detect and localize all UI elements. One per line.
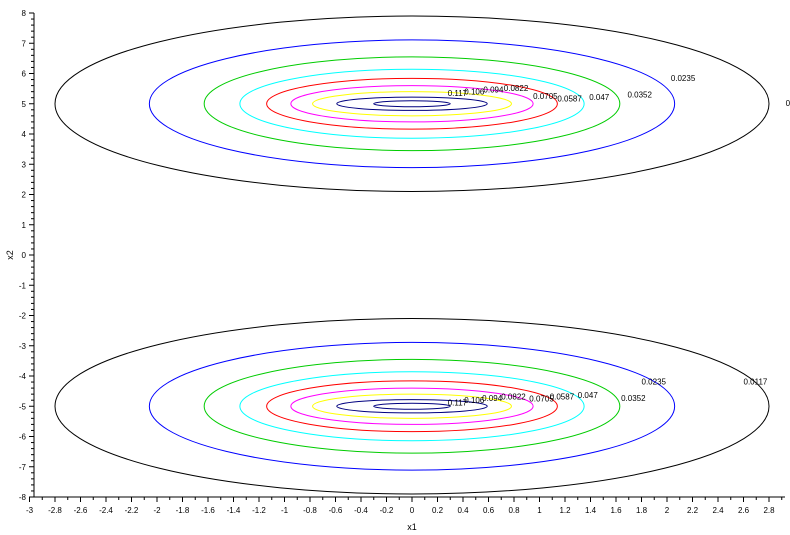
x-tick-label: 1 [537,506,542,515]
contour-line [336,96,488,111]
y-tick-label: 8 [22,9,27,18]
contour-level-label: 0.0705 [529,395,554,404]
x-tick-label: -2.6 [74,506,88,515]
y-tick-label: 0 [22,251,27,260]
x-tick-label: -1.8 [176,506,190,515]
contour-level-label: 0.0822 [501,393,526,402]
x-tick-label: -1.2 [252,506,266,515]
y-axis-label: x2 [5,250,15,260]
y-tick-label: -3 [19,342,27,351]
x-tick-label: 2 [665,506,670,515]
y-tick-label: -4 [19,372,27,381]
x-tick-label: -1.6 [201,506,215,515]
x-tick-label: -1.4 [227,506,241,515]
contour-level-label: 0.0587 [550,393,575,402]
x-axis: -3 -2.8 -2.6 -2.4 -2.2 -2 -1.8 -1.6 -1.4 -1.2 -1 -0… [26,496,785,515]
contour-line [373,100,451,108]
y-tick-label: -6 [19,433,27,442]
x-tick-label: 1.8 [636,506,648,515]
contour-group: 0.0117 0.0235 0.0352 0.0470.05870.07050.082… [54,318,770,495]
x-tick-label: -2.8 [48,506,62,515]
x-tick-label: -2.2 [125,506,139,515]
x-tick-label: -0.4 [354,506,368,515]
contour-line [373,402,451,410]
contour-line [54,15,770,192]
y-tick-label: 7 [22,39,27,48]
contour-level-label: 0.047 [578,391,599,400]
contour-line [203,56,621,152]
x-tick-label: 2.8 [763,506,775,515]
x-tick-label: -2.4 [99,506,113,515]
y-tick-label: -2 [19,312,27,321]
x-tick-label: -3 [26,506,34,515]
x-tick-label: 1.6 [610,506,622,515]
y-tick-label: 2 [22,191,27,200]
y-tick-label: -7 [19,463,27,472]
contour-line [290,85,534,123]
x-tick-label: 0.2 [432,506,444,515]
contour-line [266,380,558,433]
x-tick-label: 0 [410,506,415,515]
contour-line [266,77,558,130]
y-tick-label: -1 [19,281,27,290]
contour-level-label: 0.0352 [627,91,652,100]
contour-level-label: 0.0235 [642,377,667,386]
contour-line [54,318,770,495]
contour-line [239,68,585,139]
contour-level-label: 0.011 [786,99,790,108]
contour-line [148,39,676,169]
y-tick-label: 6 [22,70,27,79]
x-tick-label: -0.6 [329,506,343,515]
x-tick-label: 2.6 [738,506,750,515]
x-tick-label: 1.4 [585,506,597,515]
contour-level-label: 0.0822 [504,84,529,93]
contour-level-label: 0.0587 [557,94,582,103]
x-tick-label: 0.8 [508,506,520,515]
contour-line [239,371,585,442]
x-tick-label: -2 [153,506,161,515]
y-tick-label: 1 [22,221,27,230]
y-tick-label: -5 [19,402,27,411]
contour-level-label: 0.0117 [744,377,768,386]
contour-line [336,399,488,414]
contour-level-label: 0.047 [589,93,610,102]
contour-line [312,91,512,117]
contour-level-label: 0.0352 [621,394,646,403]
x-axis-label: x1 [407,522,417,532]
x-tick-label: -0.2 [380,506,394,515]
y-axis: -8 -7 -6 -5 -4 -3 -2 -1 0 1 2 3 4 5 6 7 8 [19,9,35,502]
contour-level-label: 0.0235 [671,74,696,83]
y-tick-label: -8 [19,493,27,502]
x-tick-label: 2.2 [687,506,699,515]
contour-line [290,387,534,425]
plot-area: 0.0110.02350.03520.0470.05870.07050.0822… [54,15,790,495]
y-tick-label: 4 [22,130,27,139]
contour-level-label: 0.0705 [533,92,558,101]
contour-level-label: 0.106 [464,88,485,97]
x-tick-label: 1.2 [559,506,571,515]
contour-level-label: 0.106 [464,396,485,405]
x-tick-label: 0.4 [457,506,469,515]
contour-line [312,393,512,419]
x-tick-label: 2.4 [712,506,724,515]
y-tick-label: 5 [22,100,27,109]
contour-line [203,358,621,454]
x-tick-label: -1 [281,506,289,515]
contour-level-label: 0.094 [483,86,504,95]
x-tick-label: -0.8 [303,506,317,515]
y-tick-label: 3 [22,160,27,169]
contour-level-label: 0.094 [482,394,503,403]
contour-line [148,341,676,471]
contour-level-label: 0.117 [448,399,468,408]
contour-level-label: 0.117 [448,89,468,98]
x-tick-label: 0.6 [483,506,495,515]
